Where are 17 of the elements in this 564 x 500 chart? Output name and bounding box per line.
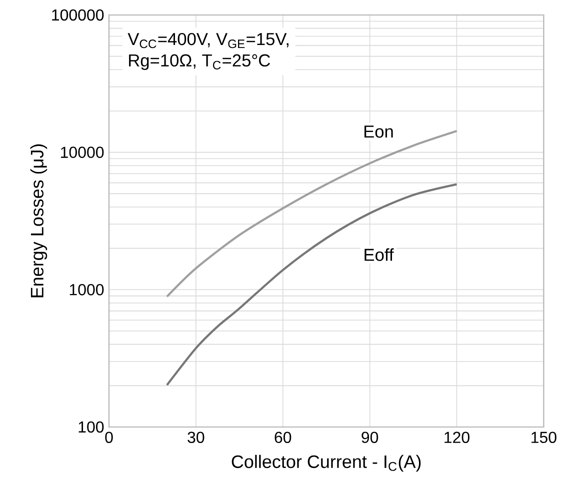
x-tick-label: 60 — [274, 432, 292, 444]
x-tick-label: 90 — [362, 432, 378, 444]
y-axis-title: Energy Losses (μJ) — [30, 144, 48, 298]
y-tick-label: 100000 — [52, 9, 104, 21]
x-tick-label: 120 — [444, 432, 470, 444]
line-series — [166, 183, 458, 386]
x-tick-label: 150 — [532, 432, 556, 444]
y-tick-label: 100 — [78, 421, 104, 433]
series-label: Eoff — [364, 248, 394, 261]
x-tick-label: 30 — [188, 432, 204, 444]
y-tick-label: 10000 — [61, 146, 104, 158]
y-tick-label: 1000 — [70, 284, 104, 296]
annotation: Rg=10Ω, T$_{C}$=25°C — [129, 54, 270, 70]
series-label: Eon — [364, 126, 393, 138]
annotation: V$_{CC}$=400V, V$_{GE}$=15V, — [128, 32, 288, 48]
x-tick-label: 0 — [105, 432, 113, 444]
x-axis-title: Collector Current - I$_{C}$(A) — [232, 454, 421, 472]
